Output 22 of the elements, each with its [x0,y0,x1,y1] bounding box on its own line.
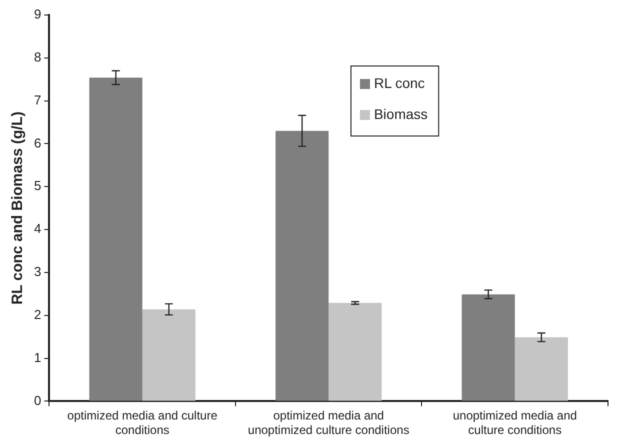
bar [514,337,568,401]
y-axis-title: RL conc and Biomass (g/L) [9,112,26,305]
legend-label: Biomass [374,106,428,122]
legend-label: RL conc [374,74,425,91]
y-tick-label: 0 [34,392,42,408]
x-tick-label: unoptimized media and culture conditions [452,408,577,438]
bar [462,294,515,401]
x-tick-label: optimized media and unoptimized culture conditions [248,408,410,438]
y-tick-label: 7 [34,92,42,108]
bar [328,302,382,401]
bar [89,78,142,401]
y-tick-label: 8 [34,49,42,64]
y-tick-label: 1 [34,350,42,365]
y-tick-label: 4 [34,221,42,236]
bar [276,130,329,401]
x-tick-label: optimized media and culture conditions [67,408,218,438]
y-tick-label: 6 [34,135,42,150]
y-tick-label: 9 [34,6,42,22]
y-tick-label: 5 [34,178,42,194]
bar [142,309,196,401]
y-tick-label: 2 [34,306,42,322]
y-tick-label: 3 [34,264,42,280]
